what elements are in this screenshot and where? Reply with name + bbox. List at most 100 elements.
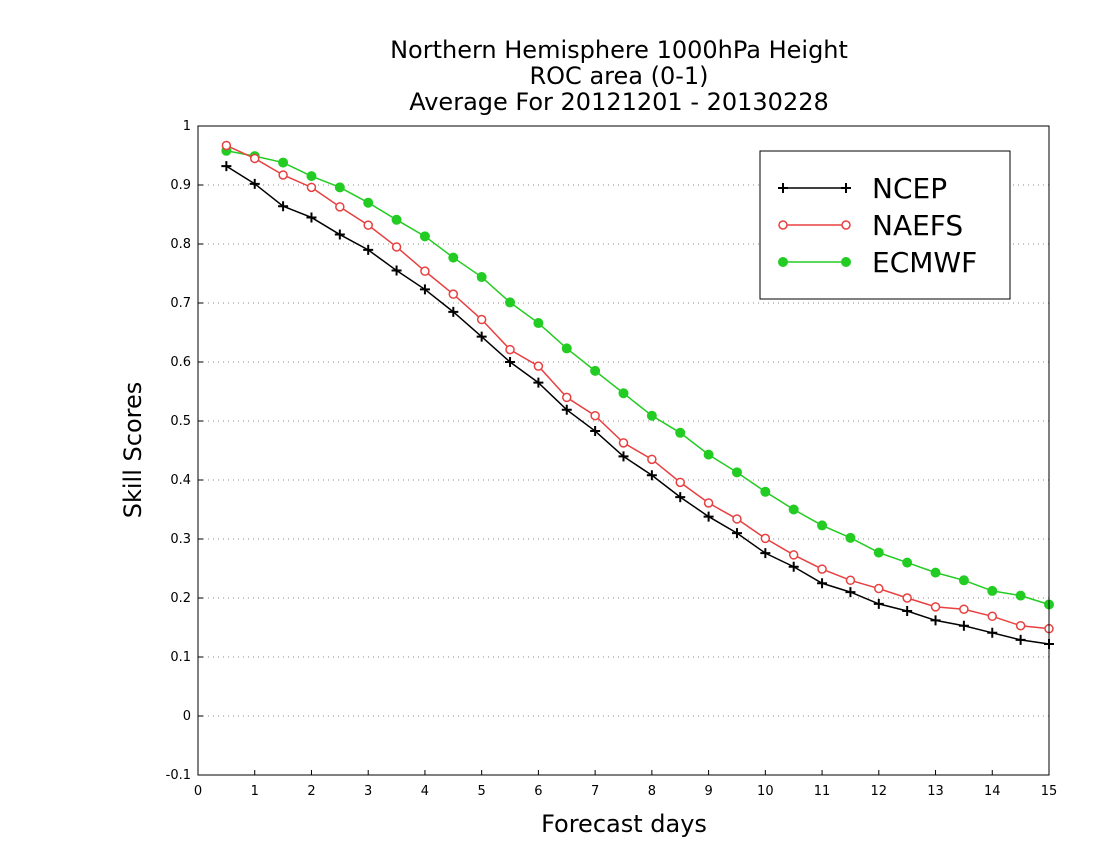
data-point-naefs — [562, 392, 572, 403]
x-tick-label: 1 — [251, 784, 259, 799]
data-point-ecmwf — [703, 449, 714, 460]
data-point-ncep — [731, 528, 742, 539]
y-tick-label: 0.8 — [170, 237, 191, 252]
title-line-2: ROC area (0-1) — [529, 62, 708, 90]
data-point-ecmwf — [419, 231, 430, 242]
data-point-ecmwf — [533, 318, 544, 329]
x-axis-title: Forecast days — [541, 810, 707, 838]
data-point-naefs — [306, 182, 317, 193]
data-point-ecmwf — [448, 252, 459, 263]
series-line-naefs — [226, 144, 1050, 630]
data-point-ncep — [391, 265, 402, 276]
data-point-ncep — [533, 377, 544, 388]
y-tick-label: 0.7 — [170, 296, 191, 311]
data-point-ncep — [476, 331, 487, 342]
legend-label-ecmwf: ECMWF — [872, 246, 977, 279]
axis-ticks: 10.90.80.70.60.50.40.30.20.10-0.10 1 2 3 4 5 6… — [166, 119, 1058, 799]
legend-item-ncep: NCEP — [778, 172, 947, 205]
series-line-ncep — [225, 165, 1050, 645]
y-tick-label: 0.9 — [170, 178, 191, 193]
x-tick-label: 10 — [757, 784, 774, 799]
data-point-naefs — [391, 242, 402, 252]
legend-label-naefs: NAEFS — [872, 209, 963, 242]
data-point-ncep — [902, 605, 913, 616]
data-point-ecmwf — [391, 214, 402, 225]
data-point-naefs — [505, 344, 515, 355]
data-point-ecmwf — [760, 486, 771, 497]
data-point-ecmwf — [618, 388, 629, 399]
y-tick-label: 0.5 — [170, 414, 191, 429]
data-point-naefs — [788, 550, 799, 560]
data-point-ecmwf — [788, 504, 799, 515]
data-point-naefs — [476, 314, 487, 325]
series-ncep — [221, 161, 1054, 650]
grid-lines — [198, 184, 1049, 717]
data-point-naefs — [363, 220, 373, 230]
chart-title: Northern Hemisphere 1000hPa Height ROC a… — [390, 36, 848, 116]
x-tick-label: 14 — [984, 784, 1001, 799]
data-point-ecmwf — [958, 575, 969, 586]
data-point-ecmwf — [873, 547, 884, 558]
legend-marker-ecmwf — [778, 257, 788, 267]
y-tick-label: -0.1 — [166, 768, 191, 783]
data-point-ncep — [958, 620, 969, 631]
legend-items: NCEP NAEFS ECMWF — [778, 172, 977, 279]
x-tick-label: 6 — [534, 784, 542, 799]
y-tick-label: 0.2 — [170, 591, 191, 606]
data-point-ecmwf — [561, 343, 572, 354]
data-point-ncep — [221, 161, 232, 172]
data-point-ncep — [845, 587, 856, 598]
data-point-naefs — [874, 583, 884, 594]
data-point-naefs — [533, 361, 544, 371]
legend-label-ncep: NCEP — [872, 172, 947, 205]
data-point-ncep — [505, 357, 516, 367]
data-point-ncep — [618, 451, 629, 462]
x-tick-label: 7 — [591, 784, 599, 799]
data-point-ncep — [278, 201, 289, 212]
legend-item-ecmwf: ECMWF — [778, 246, 977, 279]
data-point-ecmwf — [930, 567, 941, 578]
series-naefs — [221, 140, 1054, 634]
data-point-naefs — [249, 153, 260, 164]
data-point-ncep — [1015, 634, 1026, 645]
data-point-ncep — [419, 284, 430, 295]
data-point-naefs — [703, 498, 714, 508]
legend-item-naefs: NAEFS — [778, 209, 963, 242]
x-tick-label: 4 — [421, 784, 429, 799]
data-point-ecmwf — [590, 365, 601, 376]
data-point-ecmwf — [845, 532, 856, 543]
data-point-ncep — [590, 426, 601, 437]
data-point-ncep — [363, 244, 374, 255]
legend-marker-ecmwf — [841, 257, 851, 267]
data-point-ncep — [675, 492, 686, 503]
data-point-naefs — [448, 289, 459, 299]
data-point-ecmwf — [476, 272, 487, 283]
plot-frame — [197, 125, 1050, 776]
data-point-ecmwf — [675, 427, 686, 438]
data-point-naefs — [1015, 620, 1026, 631]
x-tick-label: 0 — [194, 784, 202, 799]
data-point-ncep — [646, 470, 657, 481]
y-tick-label: 1 — [183, 119, 191, 134]
data-point-naefs — [618, 438, 629, 448]
data-point-ecmwf — [1015, 590, 1026, 601]
data-point-ecmwf — [363, 197, 374, 208]
data-point-ncep — [703, 511, 714, 522]
data-point-ncep — [873, 598, 884, 609]
data-point-naefs — [817, 564, 827, 574]
series-ecmwf — [221, 145, 1054, 610]
data-point-ecmwf — [902, 557, 913, 568]
legend-marker-naefs — [841, 220, 851, 230]
x-tick-label: 13 — [927, 784, 944, 799]
legend-marker-ncep — [841, 183, 851, 193]
legend: NCEP NAEFS ECMWF — [759, 150, 1011, 300]
title-line-3: Average For 20121201 - 20130228 — [409, 88, 829, 116]
data-point-naefs — [959, 604, 969, 614]
series-layer — [221, 140, 1054, 650]
y-tick-label: 0.3 — [170, 532, 191, 547]
data-point-ncep — [561, 404, 572, 415]
data-point-ecmwf — [987, 585, 998, 596]
data-point-ncep — [334, 229, 345, 240]
data-point-ecmwf — [646, 410, 657, 421]
x-tick-label: 15 — [1041, 784, 1058, 799]
